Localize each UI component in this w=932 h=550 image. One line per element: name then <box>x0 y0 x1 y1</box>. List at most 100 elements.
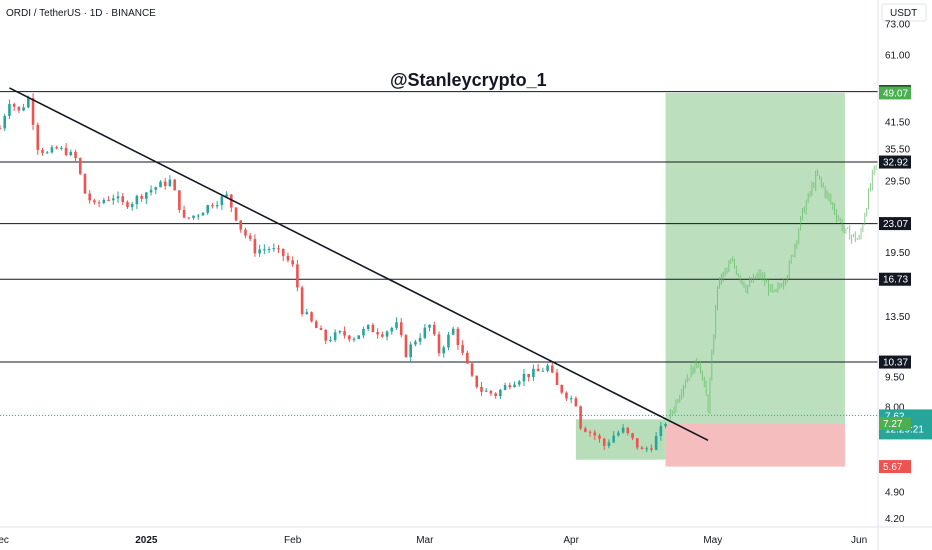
candle-body <box>414 341 417 345</box>
candle-body <box>494 393 497 397</box>
candle-body <box>376 332 379 335</box>
candle-body <box>196 215 200 217</box>
candle-body <box>220 196 224 205</box>
candle-body <box>579 406 582 429</box>
candle-body <box>277 248 280 250</box>
candle-body <box>607 442 611 446</box>
currency-label-box[interactable] <box>881 3 927 22</box>
chart-symbol-title: ORDI / TetherUS · 1D · BINANCE <box>6 8 156 19</box>
candle-body <box>111 198 115 201</box>
author-watermark: @Stanleycrypto_1 <box>390 70 547 90</box>
candle-body <box>154 187 158 190</box>
candle-body <box>480 386 483 392</box>
candle-body <box>503 385 507 390</box>
candle-body <box>168 179 172 187</box>
candle-body <box>593 432 597 436</box>
candle-body <box>107 200 110 202</box>
candle-body <box>428 324 431 328</box>
candle-body <box>3 116 7 129</box>
candle-body <box>357 335 361 339</box>
candle-body <box>333 332 337 341</box>
candle-body <box>352 338 356 340</box>
candle-body <box>635 438 639 448</box>
candle-body <box>508 385 512 388</box>
price-tick-label: 29.50 <box>885 177 910 188</box>
candle-body <box>50 147 54 153</box>
red-level-badge <box>879 460 911 474</box>
candle-body <box>626 427 630 434</box>
loss-zone <box>665 423 845 467</box>
candle-body <box>432 324 436 335</box>
candle-body <box>93 200 96 203</box>
candle-body <box>371 324 375 333</box>
candle-body <box>78 158 82 174</box>
candle-body <box>664 424 667 427</box>
price-tick-label: 19.50 <box>885 248 910 259</box>
candle-body <box>550 365 554 373</box>
candle-body <box>527 373 530 378</box>
candle-body <box>602 438 606 446</box>
level-badge-label: 23.07 <box>883 219 908 230</box>
level-badge-label: 16.73 <box>883 275 908 286</box>
level-badge-label: 7.27 <box>883 419 903 430</box>
candle-body <box>182 209 186 218</box>
candle-body <box>385 331 389 337</box>
candle-body <box>64 147 68 156</box>
candle-body <box>187 217 191 219</box>
candle-body <box>8 104 11 117</box>
green-level-badge <box>879 417 911 431</box>
candle-body <box>31 98 35 125</box>
descending-trendline[interactable] <box>9 87 709 442</box>
dark-level-badge <box>879 355 911 369</box>
candle-body <box>650 448 653 450</box>
candle-body <box>598 435 601 439</box>
candle-body <box>22 107 25 111</box>
candle-body <box>130 204 134 208</box>
candle-body <box>319 328 323 330</box>
candle-body <box>17 106 21 111</box>
candle-body <box>69 151 73 156</box>
candle-body <box>631 433 634 439</box>
candle-body <box>60 147 63 149</box>
level-badge-label: 5.67 <box>883 462 903 473</box>
candle-body <box>381 334 384 337</box>
candle-body <box>466 352 469 364</box>
price-tick-label: 8.00 <box>885 402 905 413</box>
currency-label: USDT <box>890 8 917 19</box>
candle-body <box>244 229 247 236</box>
candle-body <box>149 189 153 193</box>
candle-body <box>173 179 176 191</box>
price-tick-label: 61.00 <box>885 51 910 62</box>
accumulation-box <box>575 419 666 460</box>
candle-body <box>324 329 328 341</box>
candle-body <box>574 398 578 407</box>
candle-body <box>201 212 205 216</box>
candle-body <box>126 202 129 208</box>
candle-body <box>423 327 427 338</box>
candle-body <box>470 363 474 376</box>
candle-body <box>409 344 412 358</box>
candle-body <box>338 331 342 333</box>
candle-body <box>612 435 615 443</box>
price-tick-label: 4.90 <box>885 487 905 498</box>
candle-body <box>362 329 365 336</box>
candle-body <box>546 365 549 371</box>
candle-body <box>348 335 351 340</box>
candle-body <box>211 205 214 207</box>
candle-body <box>621 427 625 433</box>
candle-body <box>27 98 30 108</box>
dark-level-badge <box>879 155 911 169</box>
candle-body <box>560 385 564 393</box>
candle-body <box>404 335 408 358</box>
candle-body <box>517 381 521 385</box>
level-badge-label: 10.37 <box>883 358 908 369</box>
dark-level-badge <box>879 217 911 231</box>
current-price-label: 7.62 <box>885 411 905 422</box>
candle-body <box>41 149 44 153</box>
candle-body <box>263 249 266 251</box>
candle-body <box>447 334 450 348</box>
time-tick-label: Apr <box>563 535 579 546</box>
candle-body <box>135 195 139 205</box>
candle-body <box>74 151 77 159</box>
